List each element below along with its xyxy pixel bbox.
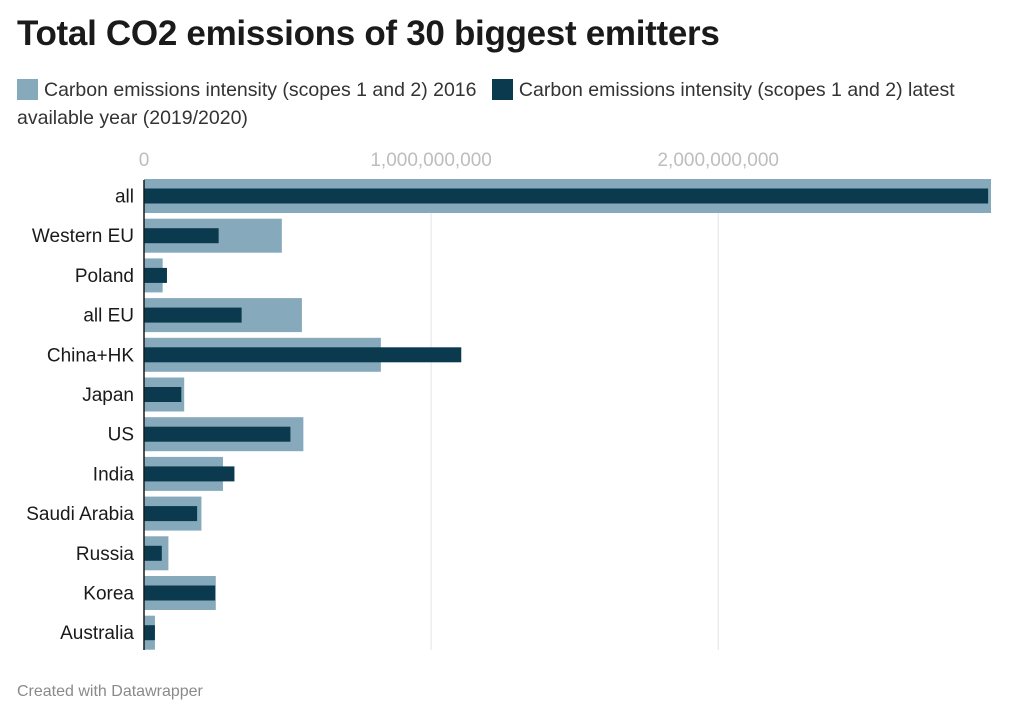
category-label: Australia — [60, 623, 134, 644]
bar-latest — [144, 267, 167, 283]
legend-label-2016: Carbon emissions intensity (scopes 1 and… — [44, 79, 477, 101]
legend-item-2016: Carbon emissions intensity (scopes 1 and… — [17, 79, 477, 101]
category-label: all EU — [83, 306, 134, 327]
category-label: China+HK — [47, 345, 134, 366]
chart-title: Total CO2 emissions of 30 biggest emitte… — [17, 14, 720, 53]
category-label: Korea — [83, 584, 134, 605]
category-label: Russia — [76, 544, 135, 565]
category-label: Western EU — [32, 226, 134, 247]
bar-latest — [144, 585, 216, 601]
x-tick-label: 2,000,000,000 — [657, 150, 779, 171]
bar-latest — [144, 625, 155, 641]
footer-credit: Created with Datawrapper — [17, 683, 203, 700]
bar-latest — [144, 188, 989, 204]
category-label: US — [108, 425, 134, 446]
legend-item-latest: Carbon emissions intensity (scopes 1 and… — [17, 79, 955, 129]
x-tick-label: 1,000,000,000 — [370, 150, 492, 171]
bar-latest — [144, 347, 462, 363]
bar-latest — [144, 307, 242, 323]
bar-latest — [144, 426, 291, 442]
bar-latest — [144, 466, 235, 482]
legend-label-latest: Carbon emissions intensity (scopes 1 and… — [17, 79, 955, 129]
category-label: Poland — [75, 266, 134, 287]
bar-chart: 0 1,000,000,000 2,000,000,000 all Western EU… — [26, 150, 991, 650]
bar-latest — [144, 387, 182, 402]
category-label: India — [93, 464, 135, 485]
bar-latest — [144, 228, 219, 244]
x-tick-label: 0 — [139, 150, 150, 171]
legend-swatch-latest — [491, 79, 513, 100]
category-label: Saudi Arabia — [26, 504, 134, 525]
legend-swatch-2016 — [17, 79, 38, 100]
category-label: all — [115, 187, 134, 208]
category-label: Japan — [82, 385, 134, 406]
bar-latest — [144, 545, 162, 561]
bar-latest — [144, 506, 198, 522]
legend: Carbon emissions intensity (scopes 1 and… — [17, 76, 997, 132]
